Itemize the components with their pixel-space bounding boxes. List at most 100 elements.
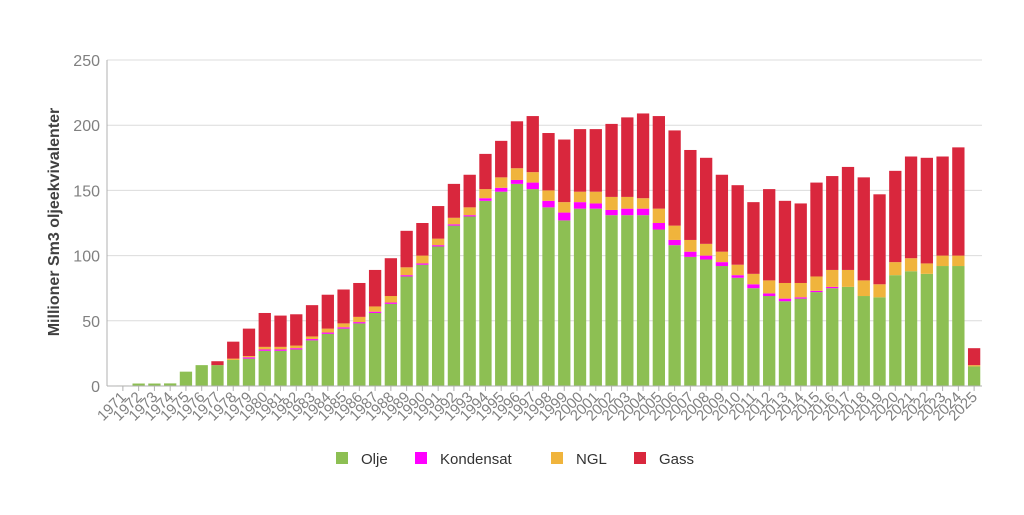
bar-segment-ngl-1981 (274, 346, 287, 350)
bar-segment-olje-2007 (684, 256, 697, 386)
bar-segment-gass-2001 (589, 129, 602, 192)
bar-segment-ngl-1989 (400, 267, 413, 276)
bar-segment-olje-1992 (447, 225, 461, 386)
bar-segment-kondensat-2001 (589, 203, 602, 209)
bar-segment-ngl-1993 (463, 207, 476, 216)
bar-segment-ngl-1998 (542, 190, 555, 201)
bar-segment-kondensat-1990 (416, 263, 429, 265)
bar-segment-gass-1997 (526, 116, 539, 173)
bar-segment-olje-1974 (164, 383, 177, 386)
bar-segment-olje-1985 (337, 328, 350, 386)
bar-segment-olje-2002 (605, 215, 618, 386)
legend-swatch (336, 452, 348, 464)
bar-segment-gass-2015 (810, 182, 823, 277)
bar-segment-olje-2001 (589, 208, 602, 386)
bar-segment-olje-1998 (542, 207, 555, 386)
y-tick-label: 0 (91, 379, 100, 396)
bar-segment-kondensat-1994 (479, 198, 492, 201)
bar-segment-olje-1972 (132, 383, 145, 386)
bar-segment-ngl-1997 (526, 172, 539, 183)
bar-segment-kondensat-1981 (274, 349, 287, 351)
bar-segment-gass-2022 (920, 157, 933, 264)
bar-segment-kondensat-2007 (684, 251, 697, 257)
bar-segment-gass-1983 (305, 305, 319, 337)
bar-segment-gass-2021 (904, 156, 918, 259)
bar-segment-olje-1977 (211, 365, 224, 386)
bar-segment-olje-1986 (353, 323, 366, 386)
bar-segment-olje-2014 (794, 298, 807, 386)
bar-segment-ngl-2011 (747, 273, 760, 285)
bar-segment-olje-2024 (952, 266, 965, 386)
bar-segment-ngl-1980 (258, 346, 271, 350)
y-tick-label: 150 (73, 183, 100, 200)
bar-segment-ngl-2025 (967, 365, 981, 367)
bar-segment-olje-2018 (857, 296, 870, 386)
bar-segment-olje-2008 (699, 259, 713, 386)
legend: Olje Kondensat NGL Gass (336, 451, 694, 468)
bar-segment-ngl-1999 (558, 202, 571, 213)
bar-segment-kondensat-2003 (621, 208, 634, 216)
bar-segment-ngl-2023 (936, 255, 949, 267)
bar-segment-gass-1984 (321, 294, 334, 329)
bar-segment-gass-1988 (384, 258, 398, 297)
bar-segment-ngl-2015 (810, 276, 823, 291)
bar-segment-olje-1978 (227, 359, 240, 386)
bar-segment-ngl-1996 (510, 168, 524, 180)
legend-item-ngl: NGL (551, 451, 607, 468)
bar-segment-kondensat-1989 (400, 275, 413, 277)
y-axis-title: Millioner Sm3 oljeekvivalenter (46, 108, 63, 337)
bar-segment-olje-2015 (810, 292, 823, 386)
legend-swatch (634, 452, 646, 464)
bar-segment-kondensat-1988 (384, 302, 398, 304)
bar-segment-ngl-2000 (573, 191, 587, 203)
bar-segment-gass-2019 (873, 194, 886, 285)
bar-segment-gass-1998 (542, 133, 555, 191)
bar-segment-kondensat-1992 (447, 224, 461, 226)
bar-segment-ngl-2022 (920, 263, 933, 274)
bar-segment-olje-2016 (826, 288, 839, 386)
bar-segment-gass-2010 (731, 185, 744, 265)
bar-segment-ngl-2003 (621, 196, 634, 209)
bar-segment-gass-1986 (353, 282, 366, 317)
bar-segment-kondensat-1984 (321, 332, 334, 334)
bar-segment-kondensat-2015 (810, 290, 823, 293)
bar-segment-kondensat-2012 (763, 293, 776, 297)
bar-segment-gass-1980 (258, 312, 271, 347)
x-tick-labels: 1971197219731974197519761977197819791980… (94, 386, 981, 424)
bar-segment-ngl-2002 (605, 196, 618, 210)
bar-segment-gass-2008 (699, 157, 713, 244)
bar-segment-olje-1988 (384, 303, 398, 386)
bar-segment-olje-2013 (778, 301, 792, 386)
bar-segment-gass-2006 (668, 130, 681, 226)
bar-segment-kondensat-1987 (368, 311, 382, 313)
legend-label: Olje (361, 451, 388, 468)
bar-segment-ngl-2020 (889, 262, 902, 276)
bar-segment-gass-1991 (432, 206, 445, 239)
bar-segment-gass-1992 (447, 183, 461, 218)
bar-segment-olje-2006 (668, 245, 681, 386)
bar-segment-ngl-2004 (636, 198, 650, 209)
bar-segment-ngl-1979 (242, 356, 256, 358)
bar-segment-kondensat-2009 (715, 262, 729, 267)
bar-segment-olje-1996 (510, 183, 524, 386)
bar-segment-kondensat-2016 (826, 286, 839, 289)
bar-segment-olje-1999 (558, 220, 571, 386)
bar-segment-kondensat-1979 (242, 357, 256, 359)
bar-segment-gass-2009 (715, 174, 729, 252)
bar-segment-olje-1979 (242, 358, 256, 386)
bar-segment-kondensat-1991 (432, 245, 445, 247)
bar-segment-olje-1994 (479, 200, 492, 386)
bar-segment-olje-2022 (920, 273, 933, 386)
bar-segment-ngl-2018 (857, 280, 870, 297)
bar-segment-olje-1975 (179, 371, 193, 386)
bar-segment-olje-2009 (715, 266, 729, 386)
bar-segment-gass-1999 (558, 139, 571, 203)
bar-segment-ngl-2010 (731, 264, 744, 276)
bar-segment-kondensat-1995 (495, 187, 508, 192)
bar-segment-olje-1991 (432, 246, 445, 386)
bar-segment-gass-1990 (416, 223, 429, 256)
bar-segment-kondensat-1983 (305, 339, 319, 341)
bar-segment-olje-1995 (495, 191, 508, 386)
